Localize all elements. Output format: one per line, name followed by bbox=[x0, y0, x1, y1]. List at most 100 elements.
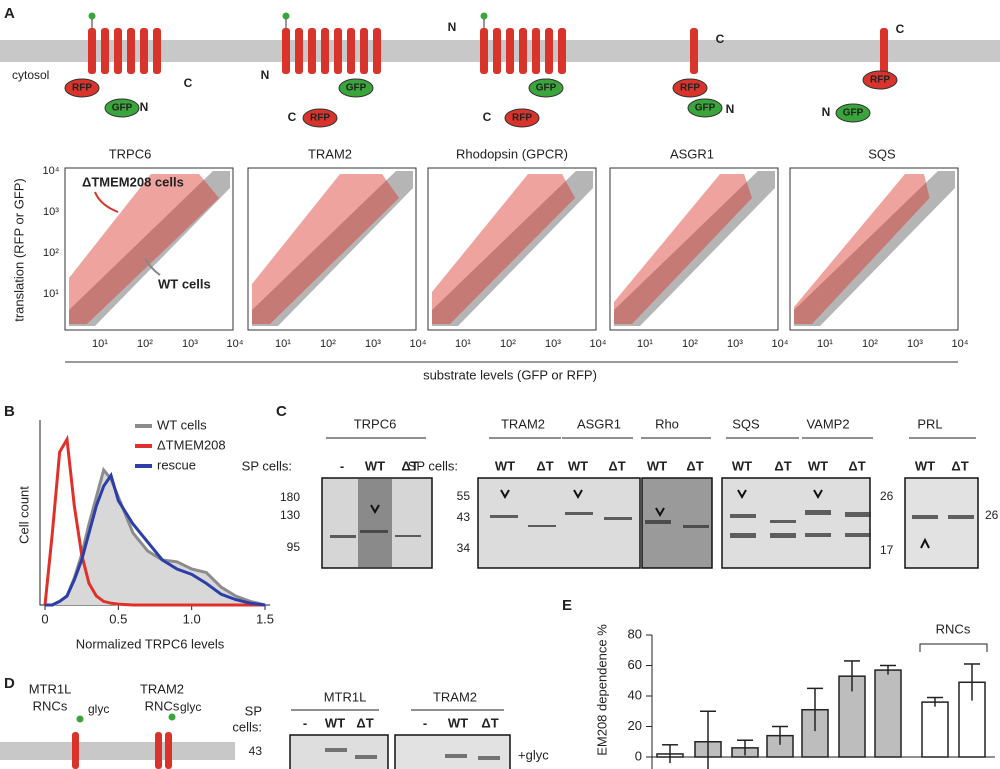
topology-label: N bbox=[261, 68, 270, 82]
scatter-frame bbox=[427, 167, 597, 331]
y-tick-label: 10¹ bbox=[43, 288, 59, 300]
gel-lane bbox=[358, 479, 392, 567]
dtmem-cloud bbox=[614, 174, 752, 324]
gel-band bbox=[770, 520, 796, 523]
topology-label: N bbox=[726, 102, 735, 116]
lane-label: WT bbox=[568, 458, 588, 473]
topology-label: RFP bbox=[310, 113, 330, 124]
gel-heading: TRPC6 bbox=[354, 416, 397, 431]
construct-name: ASGR1 bbox=[670, 146, 714, 161]
glycan bbox=[480, 12, 488, 20]
y-axis-label: translation (RFP or GFP) bbox=[11, 178, 26, 322]
legend-label: WT cells bbox=[157, 417, 207, 432]
bracket-label: RNCs bbox=[936, 621, 971, 636]
gfp-tag bbox=[528, 78, 564, 98]
tm-helix bbox=[690, 28, 698, 74]
x-tick-label: 1.0 bbox=[183, 611, 201, 626]
scatter-frame bbox=[247, 167, 417, 331]
x-tick-label: 10² bbox=[500, 338, 516, 350]
gel bbox=[477, 477, 641, 569]
y-tick-label: 60 bbox=[628, 657, 642, 672]
x-tick-label: 10⁴ bbox=[590, 338, 607, 350]
x-axis-label: Normalized TRPC6 levels bbox=[76, 636, 225, 651]
lane-label: ΔT bbox=[608, 458, 625, 473]
x-tick-label: 10³ bbox=[907, 338, 923, 350]
topology-label: GFP bbox=[695, 103, 716, 114]
y-axis-label: Cell count bbox=[16, 486, 31, 544]
bar bbox=[874, 669, 902, 758]
gel-heading: TRAM2 bbox=[433, 689, 477, 704]
topology-label: C bbox=[716, 32, 725, 46]
rfp-tag bbox=[64, 78, 100, 98]
mw-marker: 130 bbox=[280, 508, 300, 522]
rfp-tag bbox=[302, 108, 338, 128]
tm-helix bbox=[532, 28, 540, 74]
mw-marker: 17 bbox=[880, 543, 894, 557]
rnc-label: TRAM2 bbox=[140, 681, 184, 696]
topology-label: RFP bbox=[870, 75, 890, 86]
gel-band bbox=[325, 748, 347, 752]
y-tick-label: 0 bbox=[635, 748, 642, 763]
wt-cloud bbox=[252, 171, 413, 326]
gel-band bbox=[770, 533, 796, 538]
glycan bbox=[88, 12, 96, 20]
tm-helix bbox=[545, 28, 553, 74]
panel-label: C bbox=[276, 403, 287, 420]
sp-label: SP cells: bbox=[408, 458, 458, 473]
gel-heading: TRAM2 bbox=[501, 416, 545, 431]
gel-heading: PRL bbox=[917, 416, 942, 431]
tm-helix bbox=[493, 28, 501, 74]
dtmem-cloud bbox=[252, 174, 399, 324]
y-tick-label: 10³ bbox=[43, 206, 59, 218]
topology-label: GFP bbox=[843, 108, 864, 119]
x-tick-label: 10² bbox=[682, 338, 698, 350]
topology-label: RFP bbox=[72, 83, 92, 94]
tm-helix bbox=[165, 732, 172, 769]
lane-label: ΔT bbox=[401, 458, 418, 473]
lane-label: - bbox=[303, 715, 307, 730]
scatter-frame bbox=[789, 167, 959, 331]
histogram-line bbox=[45, 471, 266, 607]
x-tick-label: 1.5 bbox=[256, 611, 274, 626]
x-tick-label: 10¹ bbox=[637, 338, 653, 350]
tm-helix bbox=[153, 28, 161, 74]
annotation: WT cells bbox=[158, 276, 211, 291]
x-tick-label: 10⁴ bbox=[772, 338, 789, 350]
gel-band bbox=[395, 535, 421, 537]
x-tick-label: 10⁴ bbox=[410, 338, 427, 350]
y-tick-label: 40 bbox=[628, 687, 642, 702]
topology-label: C bbox=[896, 22, 905, 36]
dtmem-cloud bbox=[69, 174, 219, 324]
gel-band bbox=[912, 515, 938, 519]
lane-label: WT bbox=[325, 715, 345, 730]
gel-band bbox=[845, 533, 871, 537]
gel-band bbox=[805, 533, 831, 537]
gel-band bbox=[360, 530, 388, 533]
band-arrow bbox=[813, 489, 823, 500]
annotation: ΔTMEM208 cells bbox=[82, 174, 184, 189]
legend-label: rescue bbox=[157, 457, 196, 472]
band-arrow bbox=[370, 504, 380, 515]
panel-label: E bbox=[562, 597, 572, 614]
gel-band bbox=[805, 510, 831, 515]
topology-label: GFP bbox=[346, 83, 367, 94]
gel-heading: ASGR1 bbox=[577, 416, 621, 431]
x-tick-label: 10⁴ bbox=[227, 338, 244, 350]
lane-label: ΔT bbox=[536, 458, 553, 473]
gel-band bbox=[528, 525, 556, 527]
x-tick-label: 10³ bbox=[545, 338, 561, 350]
x-tick-label: 10¹ bbox=[817, 338, 833, 350]
band-arrow bbox=[500, 489, 510, 500]
lane-label: ΔT bbox=[481, 715, 498, 730]
lane-label: - bbox=[340, 458, 344, 473]
construct-name: TRAM2 bbox=[308, 146, 352, 161]
lane-label: ΔT bbox=[356, 715, 373, 730]
x-tick-label: 10³ bbox=[727, 338, 743, 350]
gel-band bbox=[604, 517, 632, 520]
mw-marker: 43 bbox=[457, 510, 471, 524]
membrane bbox=[0, 742, 235, 760]
wt-cloud bbox=[614, 171, 775, 326]
topology-label: RFP bbox=[680, 83, 700, 94]
mw-marker: 26 bbox=[985, 508, 999, 522]
